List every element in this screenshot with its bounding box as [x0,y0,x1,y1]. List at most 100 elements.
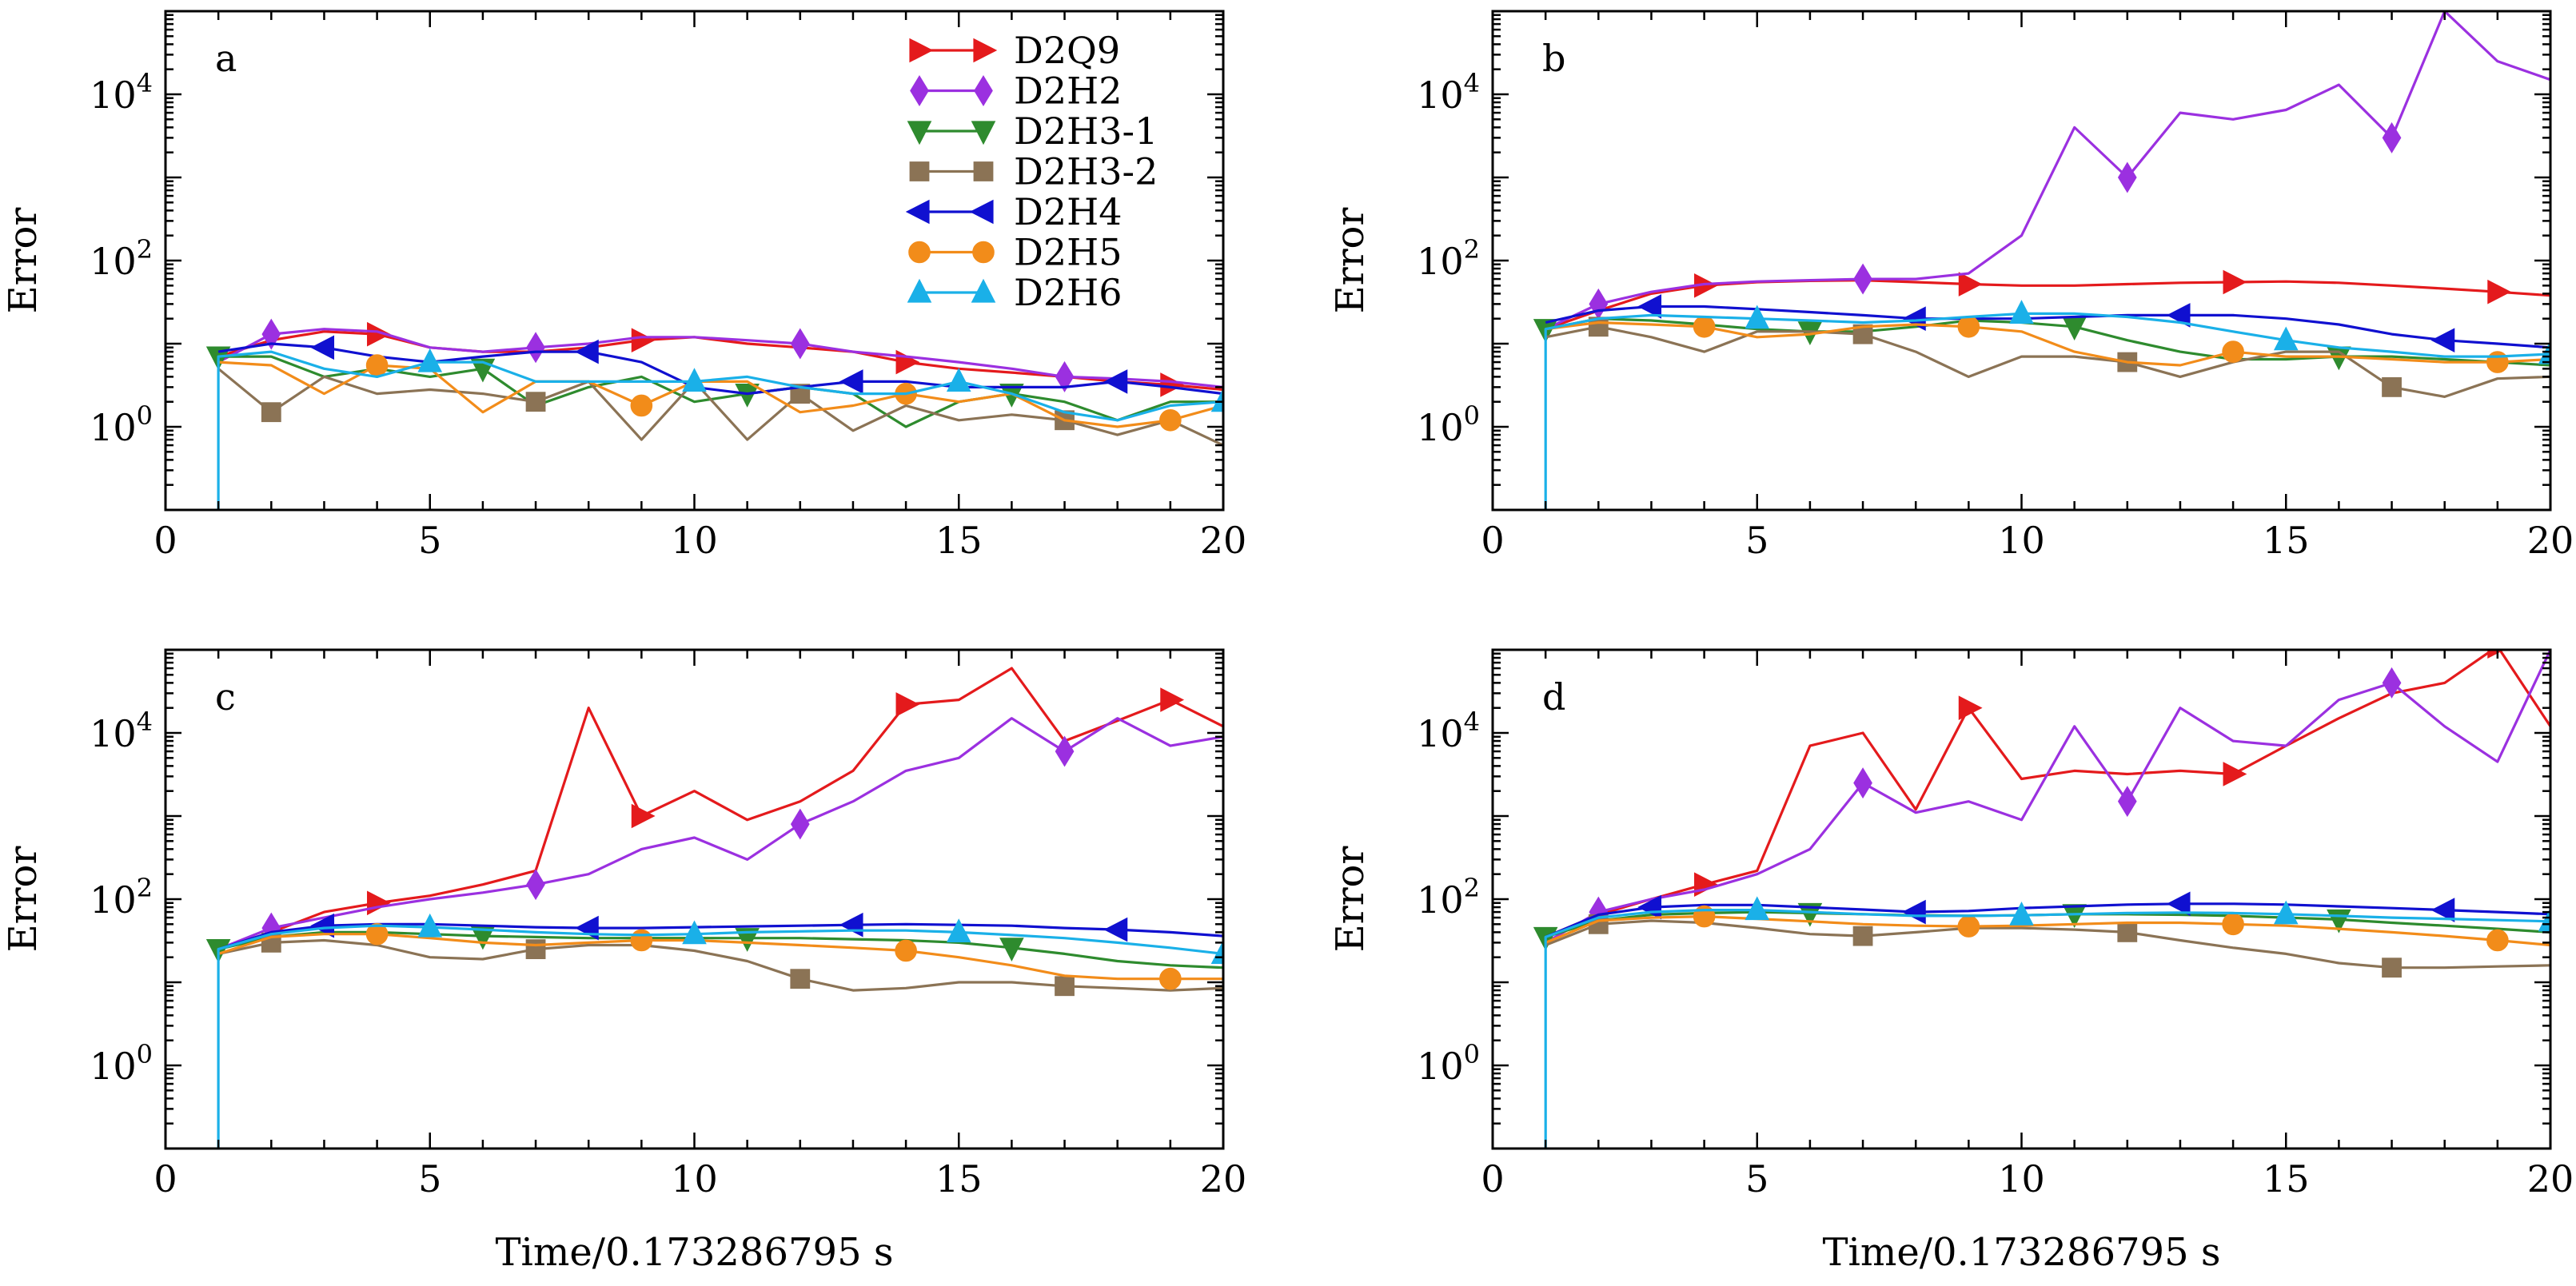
marker-d2h5 [1159,408,1182,432]
x-tick-label: 20 [2527,519,2574,562]
marker-d2h2 [526,332,545,364]
x-tick-label: 15 [2263,1157,2310,1200]
legend-marker [908,241,931,264]
marker-d2h6 [2538,907,2550,932]
marker-d2h3-1 [735,384,760,408]
marker-d2h6 [2273,900,2299,925]
x-tick-label: 5 [1745,519,1769,562]
panel-label: b [1542,37,1565,80]
marker-d2h3-2 [2382,958,2402,978]
marker-d2h6 [1210,388,1223,412]
y-axis-label: Error [1,208,46,314]
marker-d2h2 [2382,667,2402,699]
series-line-d2h4 [1545,305,2550,349]
legend-marker [972,241,995,264]
marker-d2h3-1 [735,928,760,952]
marker-d2h5 [895,939,917,962]
marker-d2q9 [1958,272,1983,297]
marker-d2h6 [417,348,443,372]
x-tick-label: 5 [418,1157,441,1200]
legend-marker [907,278,932,303]
marker-d2h2 [2117,161,2137,193]
marker-d2h3-2 [2382,376,2402,397]
marker-d2q9 [2487,650,2505,659]
marker-d2h4 [2166,891,2191,917]
marker-d2h6 [1745,896,1770,921]
y-tick-label: 100 [90,400,153,449]
marker-d2h3-2 [525,392,546,412]
marker-d2q9 [1160,687,1185,712]
legend-label: D2H5 [1014,231,1123,274]
y-tick-label: 104 [1417,68,1480,117]
legend-entry-d2h3-2: D2H3-2 [909,150,1158,193]
x-tick-label: 15 [935,519,983,562]
panel-label: a [215,37,237,80]
marker-d2q9 [1160,372,1185,397]
x-axis-label: Time/0.173286795 s [1823,1230,2221,1275]
panel-d: 0 5 10 15 20 100 102 104 d Error Time/0.173286795 … [1328,648,2574,1275]
marker-d2h3-2 [261,402,281,423]
marker-d2h5 [365,354,389,376]
marker-d2h4 [2430,898,2455,922]
marker-d2h3-2 [1852,324,1873,344]
marker-d2h5 [1957,915,1980,938]
legend-marker [971,278,996,303]
legend-label: D2H2 [1014,70,1123,113]
marker-d2h6 [682,920,707,945]
y-tick-label: 104 [90,707,153,755]
marker-d2h6 [2273,326,2299,351]
legend-entry-d2h4: D2H4 [905,190,1123,233]
x-tick-label: 20 [1200,519,1247,562]
marker-d2h2 [1055,360,1075,392]
x-tick-label: 0 [154,1157,177,1200]
x-tick-label: 0 [1481,519,1504,562]
legend-label: D2H3-1 [1014,109,1158,153]
legend-entry-d2h2: D2H2 [910,70,1123,113]
marker-d2q9 [631,328,656,353]
series-line-d2h6 [1544,908,2550,1149]
marker-d2h6 [946,918,971,942]
series-line-d2h2 [1545,650,2550,944]
plot-area [1533,11,2550,510]
legend-marker [905,199,930,225]
y-tick-label: 104 [90,68,153,117]
legend-marker [910,75,929,106]
y-tick-label: 100 [90,1039,153,1088]
axes-frame [1491,10,2552,512]
marker-d2h5 [1693,315,1716,338]
x-tick-label: 0 [1481,1157,1504,1200]
marker-d2h4 [1103,917,1128,942]
marker-d2q9 [1958,695,1983,721]
marker-d2h2 [526,869,545,901]
marker-d2h2 [790,328,810,360]
marker-d2h2 [2382,121,2402,153]
series-line-d2h4 [1545,902,2550,938]
plot-area [205,318,1223,510]
x-tick-label: 20 [2527,1157,2574,1200]
marker-d2h5 [1957,315,1980,338]
marker-d2h6 [682,368,707,392]
marker-d2h5 [2486,351,2509,373]
legend-marker [909,38,934,63]
legend-label: D2Q9 [1014,29,1120,72]
marker-d2q9 [2487,279,2512,305]
marker-d2h2 [1853,767,1872,799]
marker-d2h6 [946,368,971,392]
marker-d2h4 [575,915,599,941]
marker-d2h2 [2117,786,2137,818]
marker-d2h4 [1902,899,1926,925]
marker-d2h4 [839,912,863,938]
marker-d2h4 [575,339,599,364]
marker-d2q9 [367,321,391,347]
marker-d2h5 [1159,967,1182,990]
marker-d2h5 [2486,929,2509,952]
x-tick-label: 10 [671,1157,718,1200]
series-line-d2h6 [217,924,1223,1149]
panel-a: 0 5 10 15 20 100 102 104 a Error [1,10,1247,562]
y-tick-label: 102 [90,873,153,922]
marker-d2h4 [839,369,863,394]
marker-d2h5 [2222,340,2244,363]
marker-d2h4 [1637,294,1662,319]
